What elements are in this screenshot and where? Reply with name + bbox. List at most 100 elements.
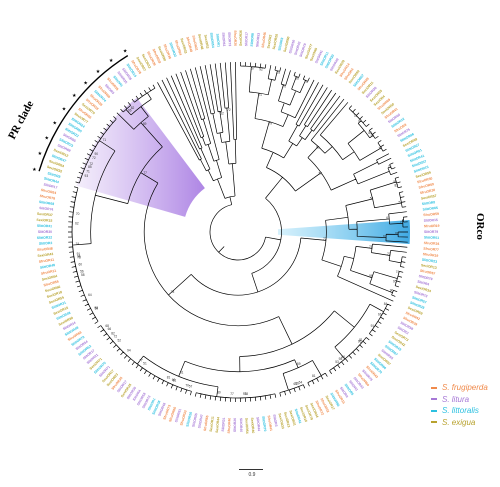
leaf-label: SfruOR4 <box>343 67 354 81</box>
bootstrap-value: 72 <box>114 334 118 338</box>
leaf-label: SexiOR36 <box>239 30 243 46</box>
leaf-label: SlittOR22 <box>391 117 406 129</box>
bootstrap-value: 93 <box>85 174 89 178</box>
leaf-label: SexiOR54 <box>41 274 57 282</box>
leaf-label: SexiOR80 <box>157 46 167 62</box>
bootstrap-value: 72 <box>323 237 327 241</box>
leaf-label: SfruOR32 <box>320 397 331 413</box>
leaf-label: SexiOR16 <box>53 306 69 316</box>
star-icon: ★ <box>109 58 114 64</box>
scale-bar-label: 0.9 <box>248 472 256 478</box>
leaf-label: SlittOR41 <box>409 154 425 164</box>
leaf-label: SlittOR70 <box>261 416 267 432</box>
star-icon: ★ <box>123 49 128 55</box>
bootstrap-value: 98 <box>339 357 343 361</box>
leaf-label: SlittOR3 <box>277 37 284 51</box>
leaf-label: SlitOR73 <box>227 32 232 46</box>
leaf-label: SlittOR6 <box>344 383 355 396</box>
leaf-label: SexiOR50 <box>283 36 291 52</box>
leaf-label: SfruOR11 <box>41 269 57 276</box>
bootstrap-value: 77 <box>139 359 143 363</box>
leaf-label: SlitOR61 <box>174 408 182 423</box>
leaf-label: SlittOR23 <box>422 258 438 264</box>
leaf-label: SlittOR23 <box>58 137 73 148</box>
legend-item-exigua: S. exigua <box>431 417 488 429</box>
leaf-label: SfruOR30 <box>417 176 433 184</box>
leaf-label: SfruOR69 <box>418 182 434 190</box>
bootstrap-value: 66 <box>378 312 382 316</box>
leaf-label: SexiOR29 <box>334 59 346 75</box>
leaf-label: SlittOR41 <box>294 408 303 424</box>
leaf-label: SlitOR61 <box>221 32 226 47</box>
leaf-label: SfruOR8 <box>394 123 408 134</box>
leaf-label: SexiOR32 <box>141 53 152 69</box>
leaf-label: SlittOR44 <box>43 176 59 184</box>
leaf-label: SfruOR33 <box>179 410 187 426</box>
leaf-label: SlitOR35 <box>116 71 128 85</box>
bootstrap-value: 70 <box>379 146 383 150</box>
pr-clade-label: PR clade <box>6 99 36 142</box>
leaf-label: SexiOR55 <box>48 295 64 304</box>
bootstrap-value: 52 <box>117 339 121 343</box>
leaf-label: SexiOR32 <box>46 165 62 174</box>
leaf-label: SfruOR19 <box>422 252 438 258</box>
leaf-label: SexiOR73 <box>394 330 410 342</box>
leaf-label: SlitOR75 <box>397 127 411 138</box>
leaf-label: SlitOR53 <box>255 33 260 48</box>
leaf-label: SlitOR74 <box>39 206 54 212</box>
legend-swatch <box>431 409 437 412</box>
bootstrap-values: 9257637170967579617885957081755983535454… <box>75 67 403 396</box>
leaf-label: SlitOR2 <box>397 326 410 336</box>
leaf-label: SlittOR22 <box>37 235 52 239</box>
branch-paths <box>68 62 408 402</box>
leaf-label: SlittOR47 <box>51 154 67 164</box>
leaf-label: SexiOR3 <box>203 34 209 49</box>
leaf-label: SexiOR16 <box>299 406 308 422</box>
leaf-label: SexiOR57 <box>135 56 146 72</box>
leaf-label: SlittOR38 <box>151 400 161 416</box>
leaf-label: SlitOR3 <box>272 414 278 427</box>
bootstrap-value: 75 <box>388 165 392 169</box>
bootstrap-value: 62 <box>75 222 79 226</box>
leaf-label: SlittOR20 <box>324 54 335 69</box>
leaf-label: SexiOR43 <box>37 252 53 258</box>
bootstrap-value: 70 <box>387 252 391 256</box>
leaf-label: SfruOR39 <box>402 316 418 327</box>
leaf-label: SfruOR59 <box>423 212 439 217</box>
bootstrap-value: 54 <box>398 200 402 204</box>
leaf-label: SfruOR64 <box>174 40 183 56</box>
leaf-label: SlitOR60 <box>387 113 401 125</box>
bootstrap-value: 72 <box>92 156 96 160</box>
leaf-label: SexiOR44 <box>309 402 319 418</box>
leaf-label: SexiOR77 <box>304 43 314 59</box>
bootstrap-value: 96 <box>369 274 373 278</box>
leaf-label: SfruOR11 <box>39 258 55 264</box>
leaf-label: SexiOR40 <box>250 417 255 433</box>
leaf-label: SexiOR79 <box>304 404 314 420</box>
leaf-label: SlittOR32 <box>168 42 177 58</box>
bootstrap-value: 60 <box>78 263 82 267</box>
bootstrap-value: 83 <box>394 183 398 187</box>
star-icon: ★ <box>53 121 58 127</box>
leaf-label: SexiOR2 <box>266 34 272 49</box>
leaf-label: SfruOR67 <box>420 269 436 276</box>
orco-clade-label: ORco <box>474 213 486 240</box>
leaf-label: SlitOR36 <box>121 67 132 81</box>
leaf-label: SlitOR17 <box>244 32 249 46</box>
bootstrap-value: 71 <box>400 221 404 225</box>
leaf-label: SfruOR73 <box>162 404 171 420</box>
leaf-label: SfruOR30 <box>419 188 435 195</box>
bootstrap-value: 90 <box>390 289 394 293</box>
leaf-label: SexiOR54 <box>244 418 249 434</box>
bootstrap-value: 56 <box>80 270 84 274</box>
leaf-label: SlitOR47 <box>197 414 204 429</box>
star-icon: ★ <box>83 80 88 86</box>
bootstrap-value: 79 <box>268 122 272 126</box>
leaf-label: SlittOR48 <box>56 311 72 321</box>
leaf-label: SfruOR66 <box>168 406 177 422</box>
leaf-label: SlitOR79 <box>424 230 438 234</box>
leaf-label: SlitOR73 <box>141 395 151 409</box>
bootstrap-value: 78 <box>171 290 175 294</box>
leaf-label: SlitOR65 <box>62 133 76 143</box>
bootstrap-value: 85 <box>368 131 372 135</box>
